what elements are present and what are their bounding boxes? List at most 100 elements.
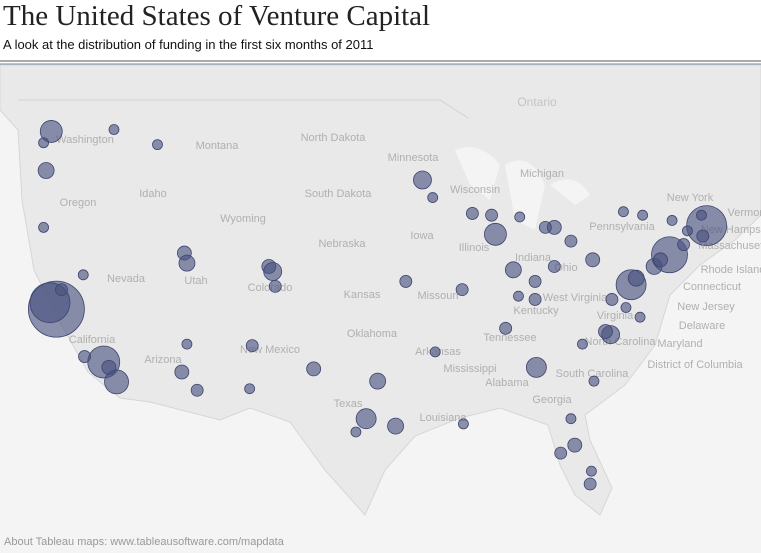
map-label: Pennsylvania	[589, 221, 655, 233]
funding-bubble	[666, 215, 678, 226]
funding-bubble	[484, 222, 507, 246]
funding-bubble	[465, 207, 479, 220]
map-label: Missouri	[418, 290, 459, 302]
funding-bubble	[178, 254, 196, 272]
funding-bubble	[564, 234, 578, 248]
funding-bubble	[504, 261, 522, 279]
map-label: Wisconsin	[450, 184, 500, 196]
map-label: North Dakota	[301, 132, 367, 144]
funding-bubble	[528, 275, 542, 288]
map-label: Mississippi	[443, 363, 496, 375]
map-label: Indiana	[515, 252, 552, 264]
funding-bubble	[263, 262, 283, 281]
funding-bubble	[174, 364, 190, 380]
funding-bubble	[455, 283, 469, 297]
funding-bubble	[547, 260, 561, 273]
map-label: Georgia	[532, 394, 572, 406]
map-label: Minnesota	[388, 152, 440, 164]
map-label: Ontario	[517, 95, 557, 109]
funding-bubble	[104, 369, 129, 395]
funding-bubble	[38, 137, 49, 149]
funding-bubble	[696, 209, 707, 221]
funding-bubble	[554, 446, 568, 460]
map-label: Kansas	[344, 289, 381, 301]
funding-bubble	[152, 139, 163, 151]
funding-bubble	[577, 338, 588, 350]
lakes	[455, 147, 590, 230]
funding-bubble	[653, 252, 668, 268]
funding-bubble	[588, 375, 600, 387]
funding-bubble	[605, 293, 619, 306]
funding-bubble	[190, 383, 204, 397]
map-label: Wyoming	[220, 213, 266, 225]
funding-bubble	[39, 120, 63, 143]
map-label: Kentucky	[513, 305, 559, 317]
funding-bubble	[618, 206, 629, 218]
funding-bubble	[677, 238, 690, 251]
funding-bubble	[55, 283, 68, 297]
funding-bubble	[413, 170, 432, 190]
funding-bubble	[525, 356, 547, 378]
map-label: Delaware	[679, 320, 725, 332]
map-label: Arizona	[144, 354, 182, 366]
map-label: Michigan	[520, 168, 564, 180]
funding-bubble	[181, 338, 193, 350]
map-label: Idaho	[139, 188, 167, 200]
subtitle: A look at the distribution of funding in…	[3, 37, 374, 52]
map-label: Maryland	[657, 338, 702, 350]
funding-bubble	[634, 311, 646, 323]
funding-bubble	[598, 324, 613, 339]
map-label: Virginia	[597, 310, 634, 322]
funding-bubble	[528, 293, 542, 306]
funding-bubble	[78, 350, 91, 363]
funding-bubble	[514, 211, 526, 223]
funding-bubble	[399, 275, 413, 288]
funding-bubble	[586, 465, 597, 477]
funding-bubble	[538, 220, 552, 234]
funding-bubble	[627, 269, 645, 287]
map-label: California	[69, 334, 116, 346]
funding-bubble	[387, 417, 404, 435]
attribution: About Tableau maps: www.tableausoftware.…	[4, 536, 285, 548]
funding-bubble	[458, 418, 469, 430]
map-label: Oklahoma	[347, 328, 398, 340]
funding-bubble	[583, 477, 597, 491]
land	[0, 64, 761, 516]
border	[18, 99, 469, 119]
funding-bubble	[567, 437, 583, 453]
funding-bubble	[429, 346, 441, 358]
funding-bubble	[565, 413, 577, 425]
map-label: Vermont	[728, 207, 761, 219]
map-label: Illinois	[459, 242, 490, 254]
map-label: South Dakota	[305, 188, 373, 200]
funding-bubble	[306, 361, 322, 377]
funding-bubble	[37, 162, 55, 179]
funding-bubble	[101, 359, 117, 375]
map-label: Iowa	[410, 230, 434, 242]
map-label: New Jersey	[677, 301, 735, 313]
map-label: Louisiana	[419, 412, 467, 424]
funding-bubble	[427, 192, 439, 203]
map-label: Tennessee	[483, 332, 536, 344]
map-label: Texas	[334, 398, 363, 410]
funding-bubble	[355, 408, 377, 430]
map-label: Rhode Island	[701, 264, 761, 276]
funding-bubble	[513, 290, 524, 302]
funding-bubble	[77, 269, 89, 281]
map-label: Nevada	[107, 273, 146, 285]
funding-bubble	[108, 124, 120, 135]
funding-bubble	[485, 208, 498, 222]
map-label: West Virginia	[543, 292, 608, 304]
map-label: Washington	[56, 134, 114, 146]
funding-bubble	[637, 209, 649, 221]
funding-bubble	[369, 372, 387, 390]
map-label: Montana	[196, 140, 240, 152]
funding-bubble	[696, 229, 710, 243]
map-label: Nebraska	[318, 238, 366, 250]
map-label: Alabama	[485, 377, 529, 389]
bubbles	[27, 120, 728, 491]
map-label: Connecticut	[683, 281, 741, 293]
title: The United States of Venture Capital	[3, 0, 431, 32]
